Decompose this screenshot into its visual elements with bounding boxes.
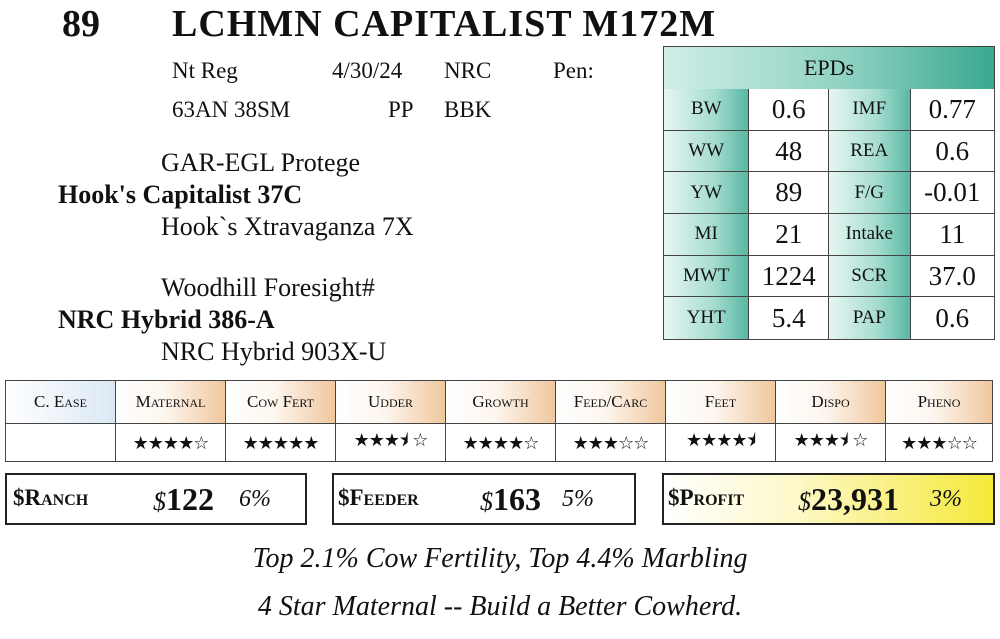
rating-header: Pheno [886, 381, 992, 423]
sire: Hook's Capitalist 37C [58, 180, 303, 209]
epd-value: 1224 [749, 255, 829, 298]
feeder-amount: 163 [493, 481, 541, 517]
epd-label: REA [829, 130, 911, 173]
star-rating: ★★★⯨ ☆ [336, 424, 446, 462]
lot-number: 89 [62, 3, 100, 45]
dollar-sign: $ [153, 487, 166, 516]
star-rating: ★★★☆☆ [556, 424, 666, 462]
rating-header: Udder [336, 381, 446, 423]
dam: NRC Hybrid 386-A [58, 305, 275, 334]
epd-label: WW [664, 130, 750, 173]
epd-row: WW 48 REA 0.6 [664, 130, 994, 173]
epd-label: MWT [664, 255, 750, 298]
epd-table: EPDs BW 0.6 IMF 0.77 WW 48 REA 0.6 YW 89… [663, 46, 995, 340]
rating-header: Feed/Carc [556, 381, 666, 423]
epd-label: SCR [829, 255, 911, 298]
rating-header: Maternal [116, 381, 226, 423]
epd-row: MWT 1224 SCR 37.0 [664, 255, 994, 298]
ratings-table: C. Ease Maternal Cow Fert Udder Growth F… [5, 380, 993, 462]
dam-dam: NRC Hybrid 903X-U [161, 337, 387, 366]
epd-value: 0.6 [910, 297, 994, 340]
rating-header: Growth [446, 381, 556, 423]
epd-value: 37.0 [910, 255, 994, 298]
profit-amount: 23,931 [811, 481, 899, 517]
star-rating: ★★★⯨ ☆ [776, 424, 886, 462]
epd-label: F/G [829, 172, 911, 215]
epd-value: -0.01 [910, 172, 994, 215]
ratings-header-row: C. Ease Maternal Cow Fert Udder Growth F… [6, 381, 992, 424]
ranch-percent: 6% [239, 486, 271, 512]
epd-label: IMF [829, 89, 911, 131]
profit-label: $Profit [668, 485, 745, 510]
star-rating: ★★★★☆ [446, 424, 556, 462]
epd-row: BW 0.6 IMF 0.77 [664, 89, 994, 131]
ranch-index-box: $Ranch $122 6% [5, 473, 307, 525]
color-code: BBK [444, 97, 492, 122]
epd-value: 48 [749, 130, 829, 173]
rating-header: Feet [666, 381, 776, 423]
animal-name: LCHMN CAPITALIST M172M [172, 3, 717, 45]
feeder-index-box: $Feeder $163 5% [332, 473, 636, 525]
feeder-percent: 5% [562, 486, 594, 512]
ratings-stars-row: ★★★★☆ ★★★★★ ★★★⯨ ☆ ★★★★☆ ★★★☆☆ ★★★★⯨ ★★★… [6, 424, 992, 462]
breeder-code: NRC [444, 58, 492, 83]
epd-label: MI [664, 214, 750, 256]
epd-label: PAP [829, 297, 911, 340]
profit-index-box: $Profit $23,931 3% [662, 473, 995, 525]
feeder-label: $Feeder [338, 485, 419, 510]
profit-value: $23,931 [798, 481, 899, 518]
epd-value: 11 [910, 214, 994, 256]
dam-sire: Woodhill Foresight# [161, 273, 375, 302]
sire-sire: GAR-EGL Protege [161, 148, 361, 177]
registration: Nt Reg [172, 58, 238, 83]
epd-row: YHT 5.4 PAP 0.6 [664, 297, 994, 340]
ranch-value: $122 [153, 481, 214, 518]
pen-label: Pen: [553, 58, 594, 83]
sire-dam: Hook`s Xtravaganza 7X [161, 212, 414, 241]
epd-value: 21 [749, 214, 829, 256]
epd-row: MI 21 Intake 11 [664, 214, 994, 256]
ranch-label: $Ranch [13, 485, 89, 510]
star-rating [6, 424, 116, 462]
footer-line-1: Top 2.1% Cow Fertility, Top 4.4% Marblin… [252, 543, 748, 574]
polled-status: PP [388, 97, 414, 122]
rating-header: Dispo [776, 381, 886, 423]
epd-value: 0.77 [910, 89, 994, 131]
dollar-sign: $ [798, 487, 811, 516]
epd-title: EPDs [664, 47, 994, 90]
footer-line-2: 4 Star Maternal -- Build a Better Cowher… [257, 591, 743, 622]
star-rating: ★★★☆☆ [901, 432, 978, 454]
epd-value: 5.4 [749, 297, 829, 340]
epd-label: YHT [664, 297, 750, 340]
dollar-sign: $ [480, 487, 493, 516]
star-rating: ★★★★★ [226, 424, 336, 462]
epd-label: YW [664, 172, 750, 215]
star-rating: ★★★★⯨ [666, 424, 776, 462]
ranch-amount: 122 [166, 481, 214, 517]
epd-row: YW 89 F/G -0.01 [664, 172, 994, 215]
epd-value: 89 [749, 172, 829, 215]
epd-label: BW [664, 89, 750, 131]
epd-label: Intake [829, 214, 911, 256]
epd-value: 0.6 [910, 130, 994, 173]
tattoo: 63AN 38SM [172, 97, 291, 122]
star-rating: ★★★★☆ [116, 424, 226, 462]
feeder-value: $163 [480, 481, 541, 518]
rating-header: C. Ease [6, 381, 116, 423]
rating-header: Cow Fert [226, 381, 336, 423]
profit-percent: 3% [930, 486, 962, 512]
epd-value: 0.6 [749, 89, 829, 131]
birth-date: 4/30/24 [332, 58, 403, 83]
